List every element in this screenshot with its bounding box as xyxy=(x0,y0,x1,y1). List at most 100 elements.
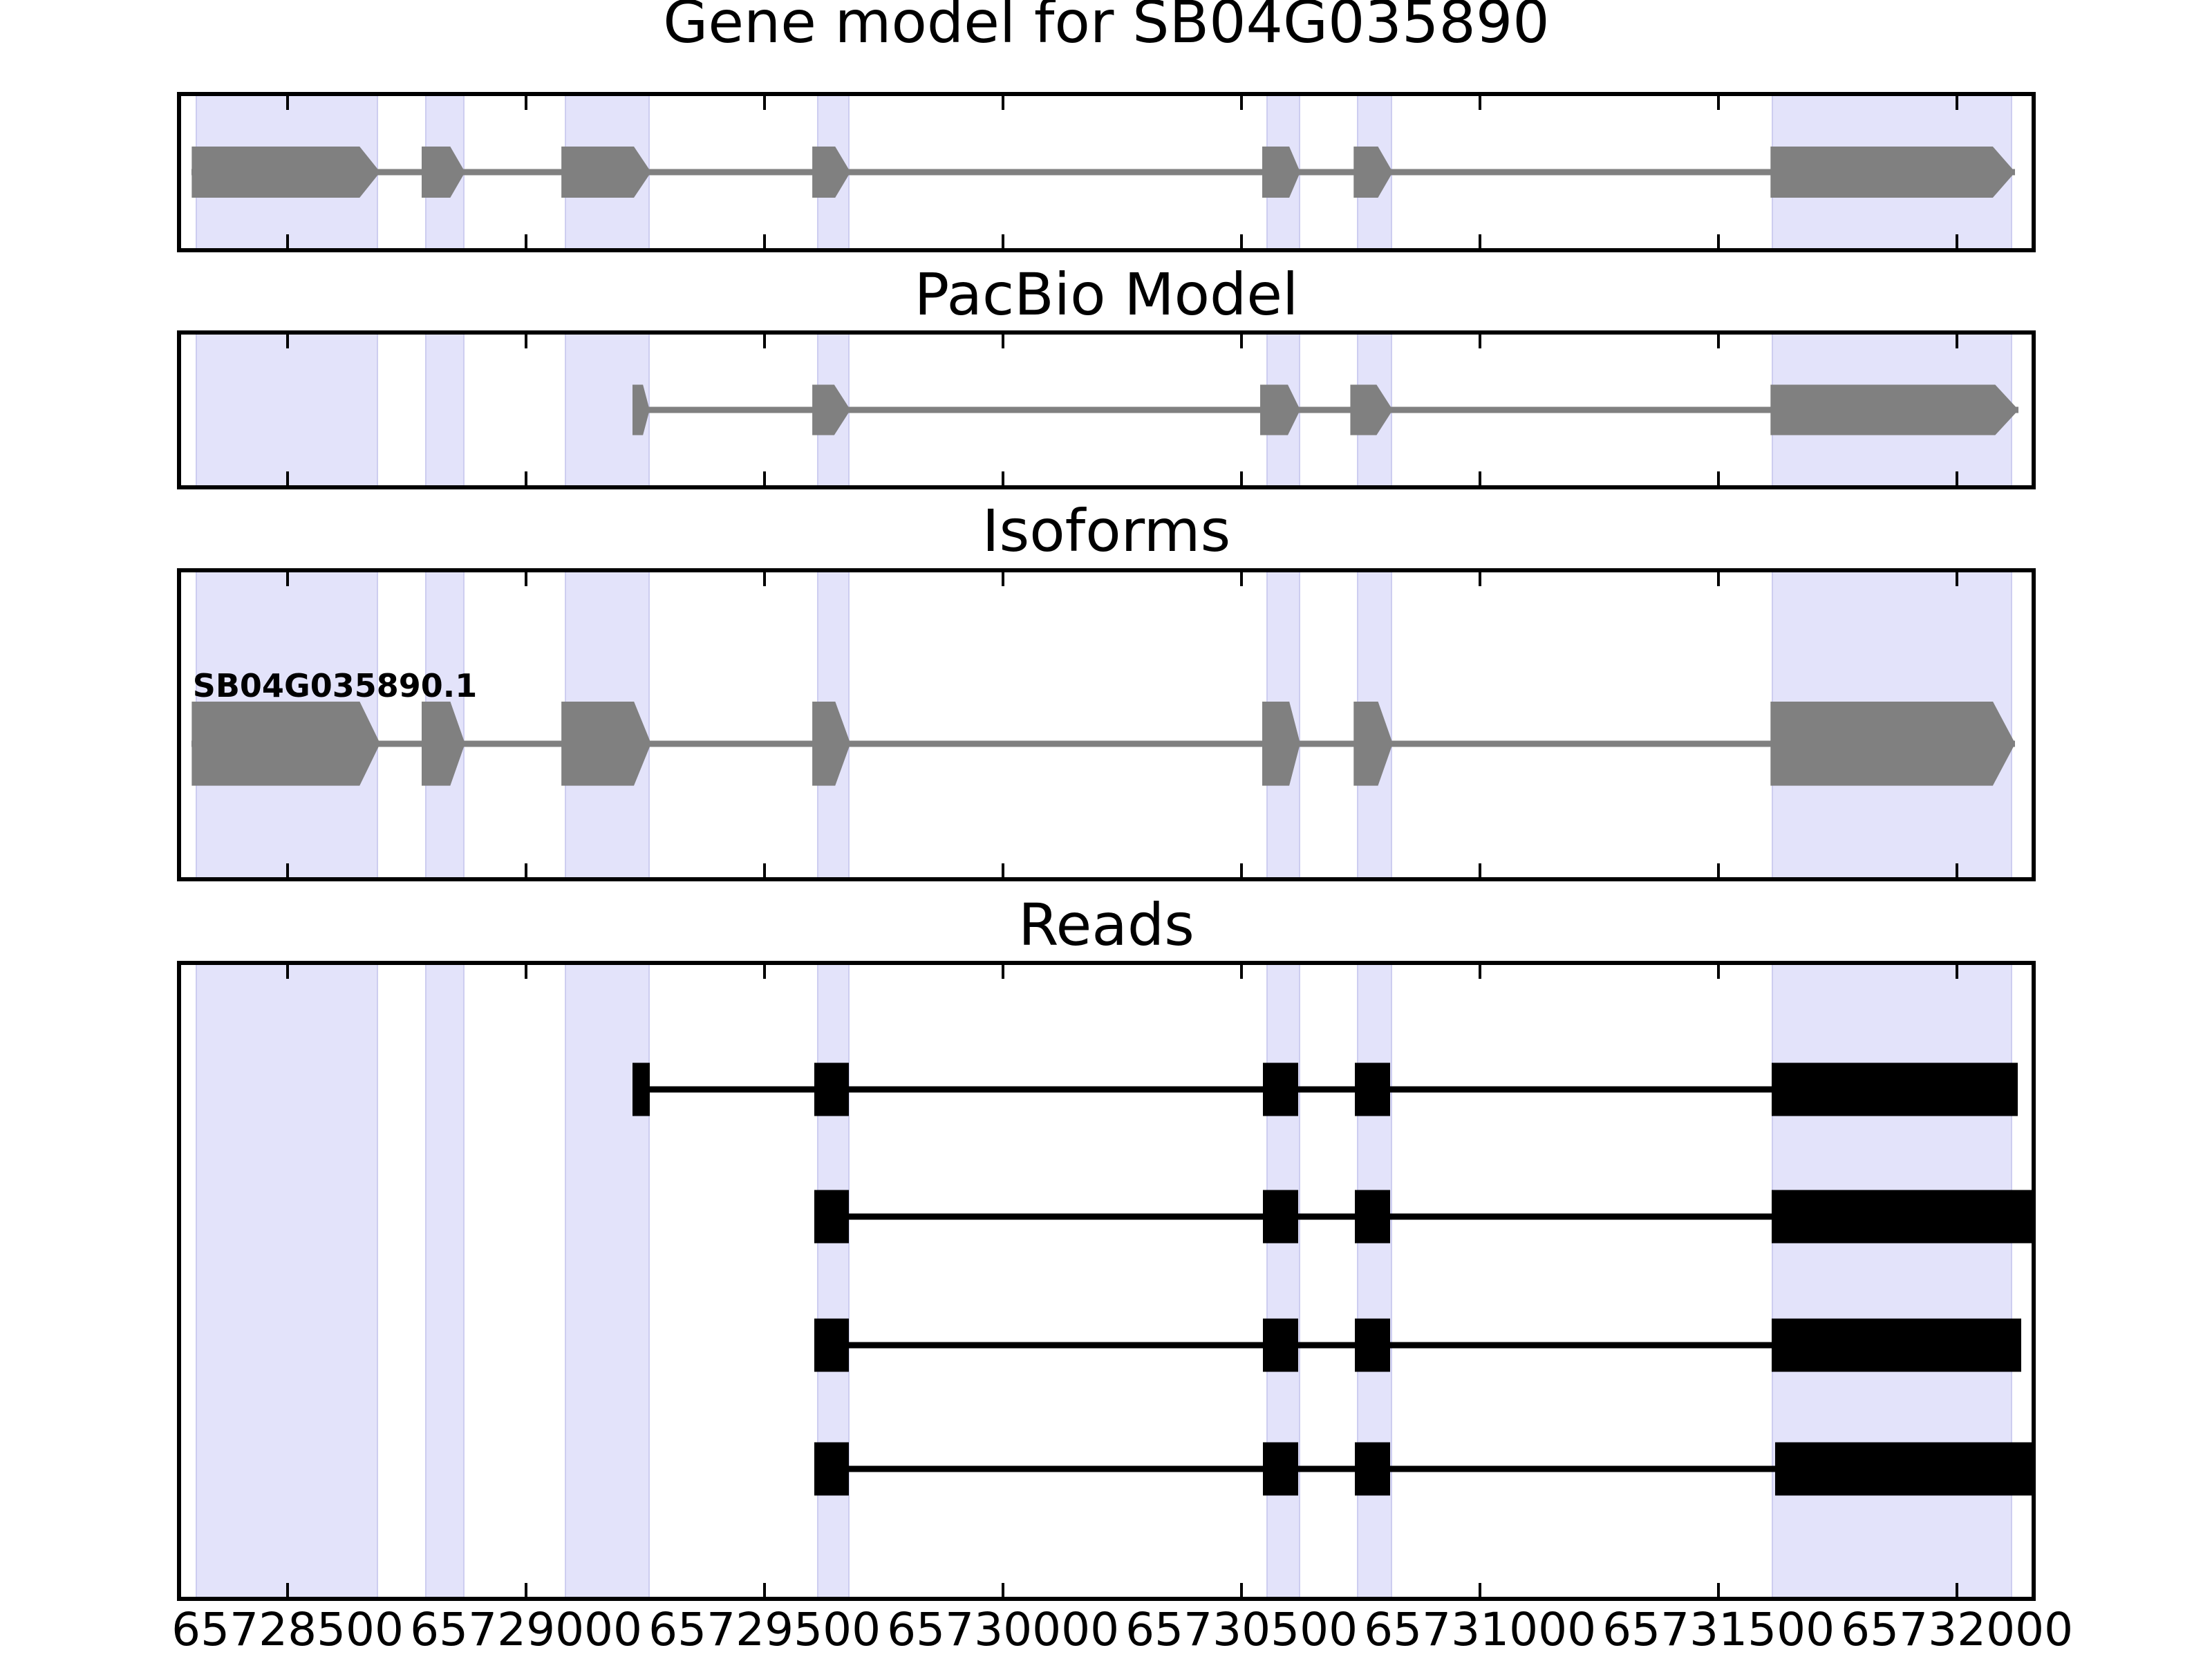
axis-tick xyxy=(1479,965,1482,979)
x-tick-label: 65731500 xyxy=(1602,1603,1835,1656)
axis-tick xyxy=(1002,471,1005,485)
axis-tick xyxy=(1956,96,1959,110)
axis-tick xyxy=(1479,335,1482,348)
axis-tick xyxy=(1479,572,1482,586)
exon xyxy=(1770,147,2016,198)
axis-tick xyxy=(763,965,767,979)
read-exon xyxy=(1263,1442,1298,1496)
axis-tick xyxy=(1717,965,1721,979)
exon xyxy=(1770,384,2019,435)
panel-title-pacbio-model: PacBio Model xyxy=(914,261,1299,328)
read-exon xyxy=(1263,1062,1298,1116)
axis-tick xyxy=(525,234,528,248)
highlight-band xyxy=(1772,961,2013,1601)
axis-tick xyxy=(1479,96,1482,110)
read-intron-line xyxy=(814,1465,2036,1472)
axis-tick xyxy=(1717,96,1721,110)
axis-tick xyxy=(286,1583,290,1597)
axis-tick xyxy=(1240,965,1244,979)
axis-tick xyxy=(1240,335,1244,348)
read-exon xyxy=(1355,1190,1391,1244)
read-exon xyxy=(1774,1442,2036,1496)
axis-tick xyxy=(1479,863,1482,877)
x-axis: 65728500 65729000 65729500 65730000 65730500… xyxy=(171,1603,2073,1659)
exon xyxy=(191,147,380,198)
axis-tick xyxy=(286,572,290,586)
x-tick-label: 65728500 xyxy=(171,1603,404,1656)
axis-tick xyxy=(525,96,528,110)
axis-tick xyxy=(286,863,290,877)
axis-tick xyxy=(1956,1583,1959,1597)
axis-tick xyxy=(525,471,528,485)
read-exon xyxy=(1355,1442,1391,1496)
isoform-label: SB04G035890.1 xyxy=(192,666,478,704)
read-exon xyxy=(1263,1318,1298,1372)
read-intron-line xyxy=(632,1086,2018,1093)
read-intron-line xyxy=(814,1342,2021,1349)
axis-tick xyxy=(763,471,767,485)
axis-tick xyxy=(1479,234,1482,248)
highlight-band xyxy=(195,961,379,1601)
axis-tick xyxy=(525,335,528,348)
x-tick-label: 65729000 xyxy=(410,1603,643,1656)
panel-gene-model xyxy=(177,92,2036,252)
panel-title-gene-model: Gene model for SB04G035890 xyxy=(663,0,1550,56)
read-exon xyxy=(1263,1190,1298,1244)
x-tick-label: 65731000 xyxy=(1364,1603,1597,1656)
axis-tick xyxy=(286,335,290,348)
exon xyxy=(191,701,380,786)
axis-tick xyxy=(1240,1583,1244,1597)
axis-tick xyxy=(1002,572,1005,586)
axis-tick xyxy=(1002,234,1005,248)
axis-tick xyxy=(286,965,290,979)
axis-tick xyxy=(763,335,767,348)
intron-line xyxy=(632,406,2019,413)
x-tick-label: 65732000 xyxy=(1841,1603,2074,1656)
axis-tick xyxy=(1240,471,1244,485)
highlight-band xyxy=(424,330,465,489)
read-exon xyxy=(1772,1190,2036,1244)
axis-tick xyxy=(525,1583,528,1597)
axis-tick xyxy=(1956,965,1959,979)
axis-tick xyxy=(1956,572,1959,586)
panel-reads xyxy=(177,961,2036,1601)
axis-tick xyxy=(763,572,767,586)
x-tick-label: 65729500 xyxy=(648,1603,881,1656)
axis-tick xyxy=(286,471,290,485)
exon xyxy=(561,701,651,786)
axis-tick xyxy=(1002,335,1005,348)
exon xyxy=(561,147,651,198)
read-exon xyxy=(1355,1318,1391,1372)
read-exon xyxy=(814,1442,850,1496)
read-exon xyxy=(814,1190,850,1244)
read-exon xyxy=(1355,1062,1391,1116)
highlight-band xyxy=(195,330,379,489)
panel-pacbio-model xyxy=(177,330,2036,489)
axis-tick xyxy=(1717,234,1721,248)
highlight-band xyxy=(817,961,850,1601)
axis-tick xyxy=(1717,335,1721,348)
highlight-band xyxy=(1357,961,1392,1601)
highlight-band xyxy=(564,961,650,1601)
axis-tick xyxy=(1240,863,1244,877)
axis-tick xyxy=(1479,1583,1482,1597)
exon xyxy=(1770,701,2016,786)
axis-tick xyxy=(1479,471,1482,485)
read-exon xyxy=(814,1318,850,1372)
axis-tick xyxy=(525,863,528,877)
intron-line xyxy=(191,169,2016,176)
axis-tick xyxy=(1002,863,1005,877)
axis-tick xyxy=(1240,234,1244,248)
axis-tick xyxy=(1717,471,1721,485)
axis-tick xyxy=(525,572,528,586)
axis-tick xyxy=(1956,234,1959,248)
panel-title-isoforms: Isoforms xyxy=(982,497,1231,565)
read-exon xyxy=(1772,1318,2021,1372)
axis-tick xyxy=(1717,863,1721,877)
x-tick-label: 65730500 xyxy=(1125,1603,1358,1656)
axis-tick xyxy=(763,1583,767,1597)
axis-tick xyxy=(1002,96,1005,110)
panel-title-reads: Reads xyxy=(1018,891,1194,959)
axis-tick xyxy=(1002,965,1005,979)
